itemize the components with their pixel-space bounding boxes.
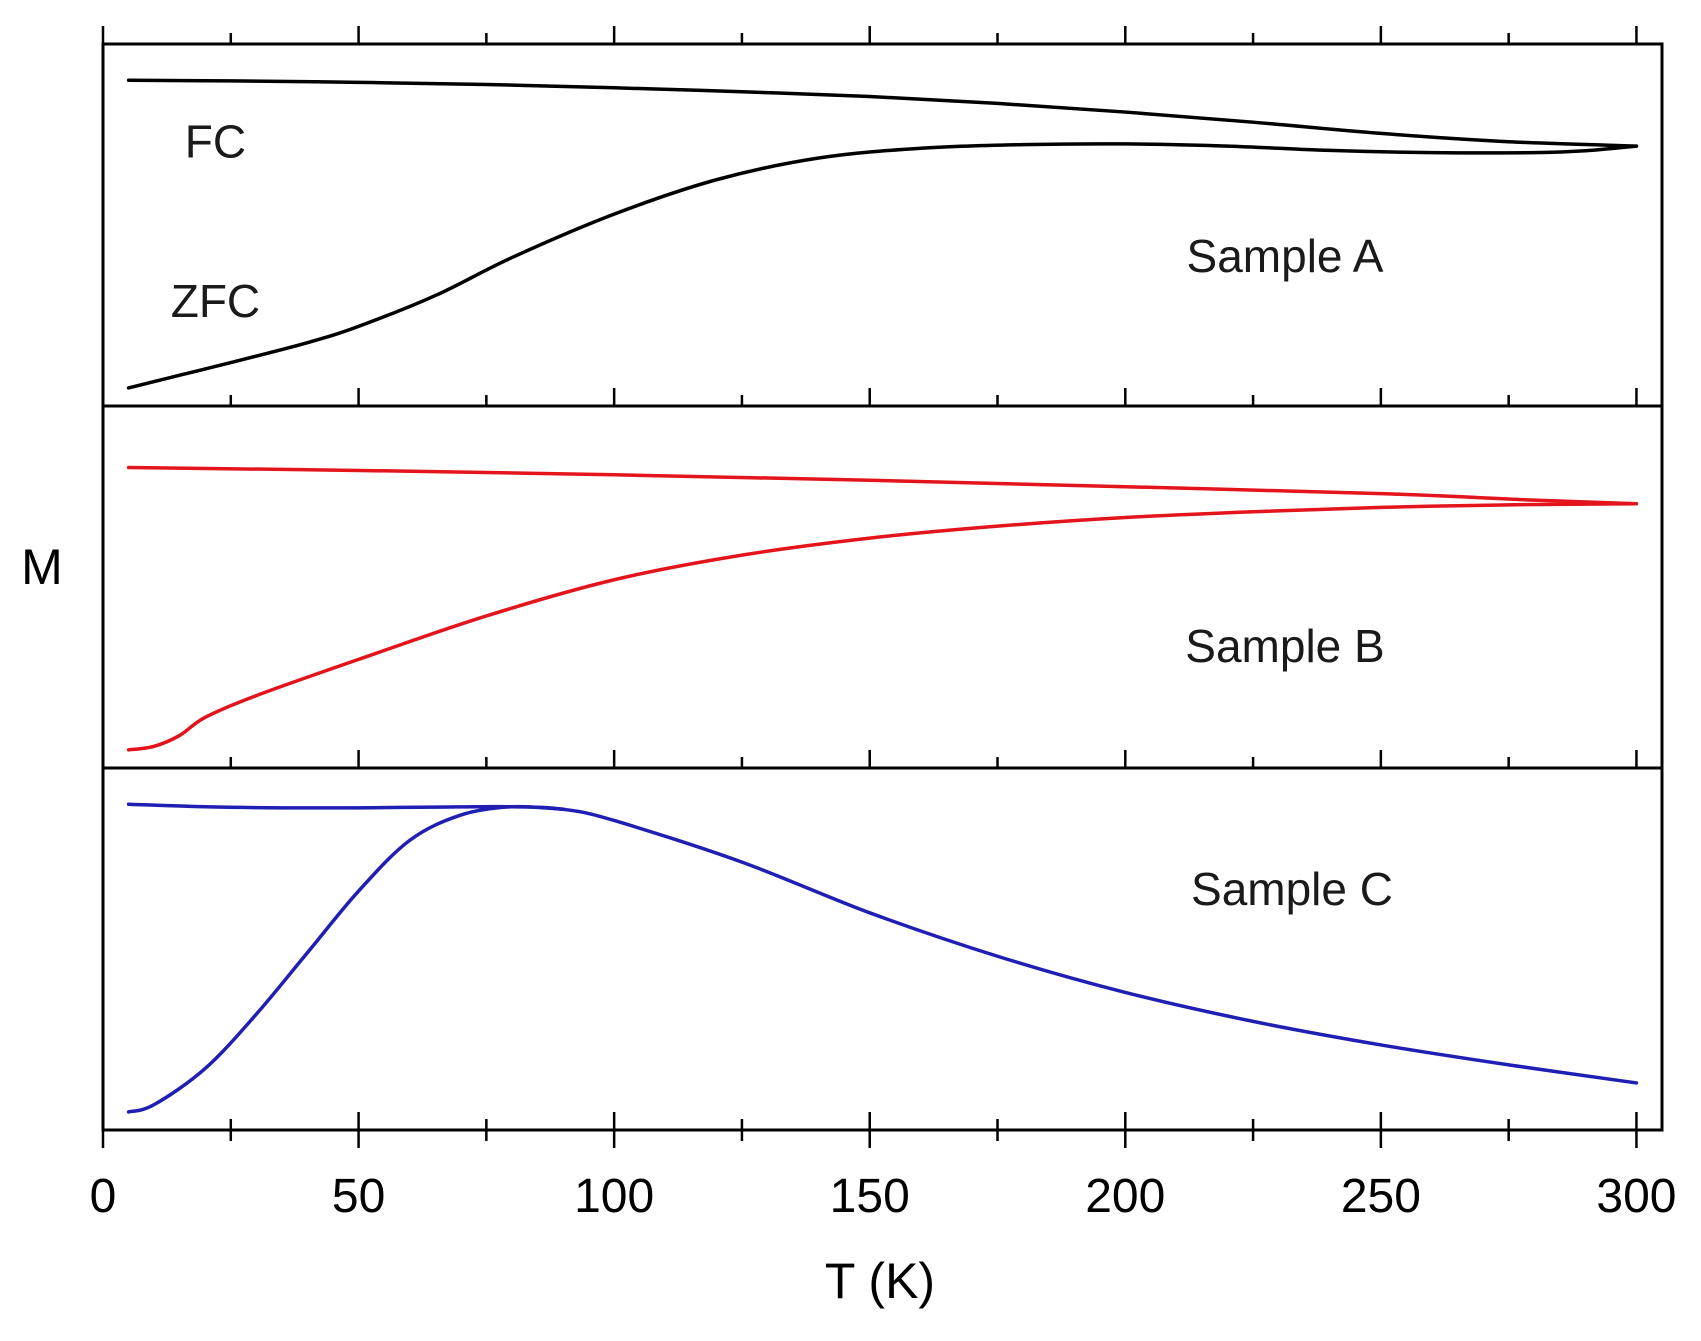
x-tick-label-300: 300 xyxy=(1596,1170,1676,1223)
series-sample-b-fc xyxy=(126,465,1639,506)
annotation-fc: FC xyxy=(185,116,246,168)
x-tick-label-0: 0 xyxy=(90,1170,117,1223)
series-sample-c-fc xyxy=(126,802,1639,1085)
x-axis-tick-labels: 0 50 100 150 200 250 300 xyxy=(90,1170,1677,1223)
panel-label-sample-b: Sample B xyxy=(1185,620,1384,672)
panel-sample-c: Sample C xyxy=(101,766,1664,1132)
x-tick-label-150: 150 xyxy=(830,1170,910,1223)
panel-sample-b: Sample B xyxy=(101,404,1664,770)
series-sample-b-zfc xyxy=(126,501,1639,752)
series-sample-a-fc xyxy=(126,78,1639,148)
annotation-zfc: ZFC xyxy=(171,275,260,327)
x-tick-label-100: 100 xyxy=(574,1170,654,1223)
panels: Sample A FC ZFC Sample B Sample C xyxy=(101,42,1664,1132)
x-tick-label-50: 50 xyxy=(332,1170,385,1223)
panel-sample-a: Sample A FC ZFC xyxy=(101,42,1664,408)
panel-label-sample-a: Sample A xyxy=(1187,230,1384,282)
series-sample-c-zfc xyxy=(126,804,565,1114)
x-tick-label-250: 250 xyxy=(1341,1170,1421,1223)
panel-frame-sample-c xyxy=(101,766,1664,1132)
x-tick-label-200: 200 xyxy=(1085,1170,1165,1223)
series-sample-a-zfc xyxy=(126,142,1639,390)
x-axis-title: T (K) xyxy=(825,1253,935,1309)
y-axis-title: M xyxy=(21,539,63,595)
panel-label-sample-c: Sample C xyxy=(1191,863,1393,915)
panel-frame-sample-b xyxy=(101,404,1664,770)
x-axis-ticks xyxy=(101,26,1638,1148)
